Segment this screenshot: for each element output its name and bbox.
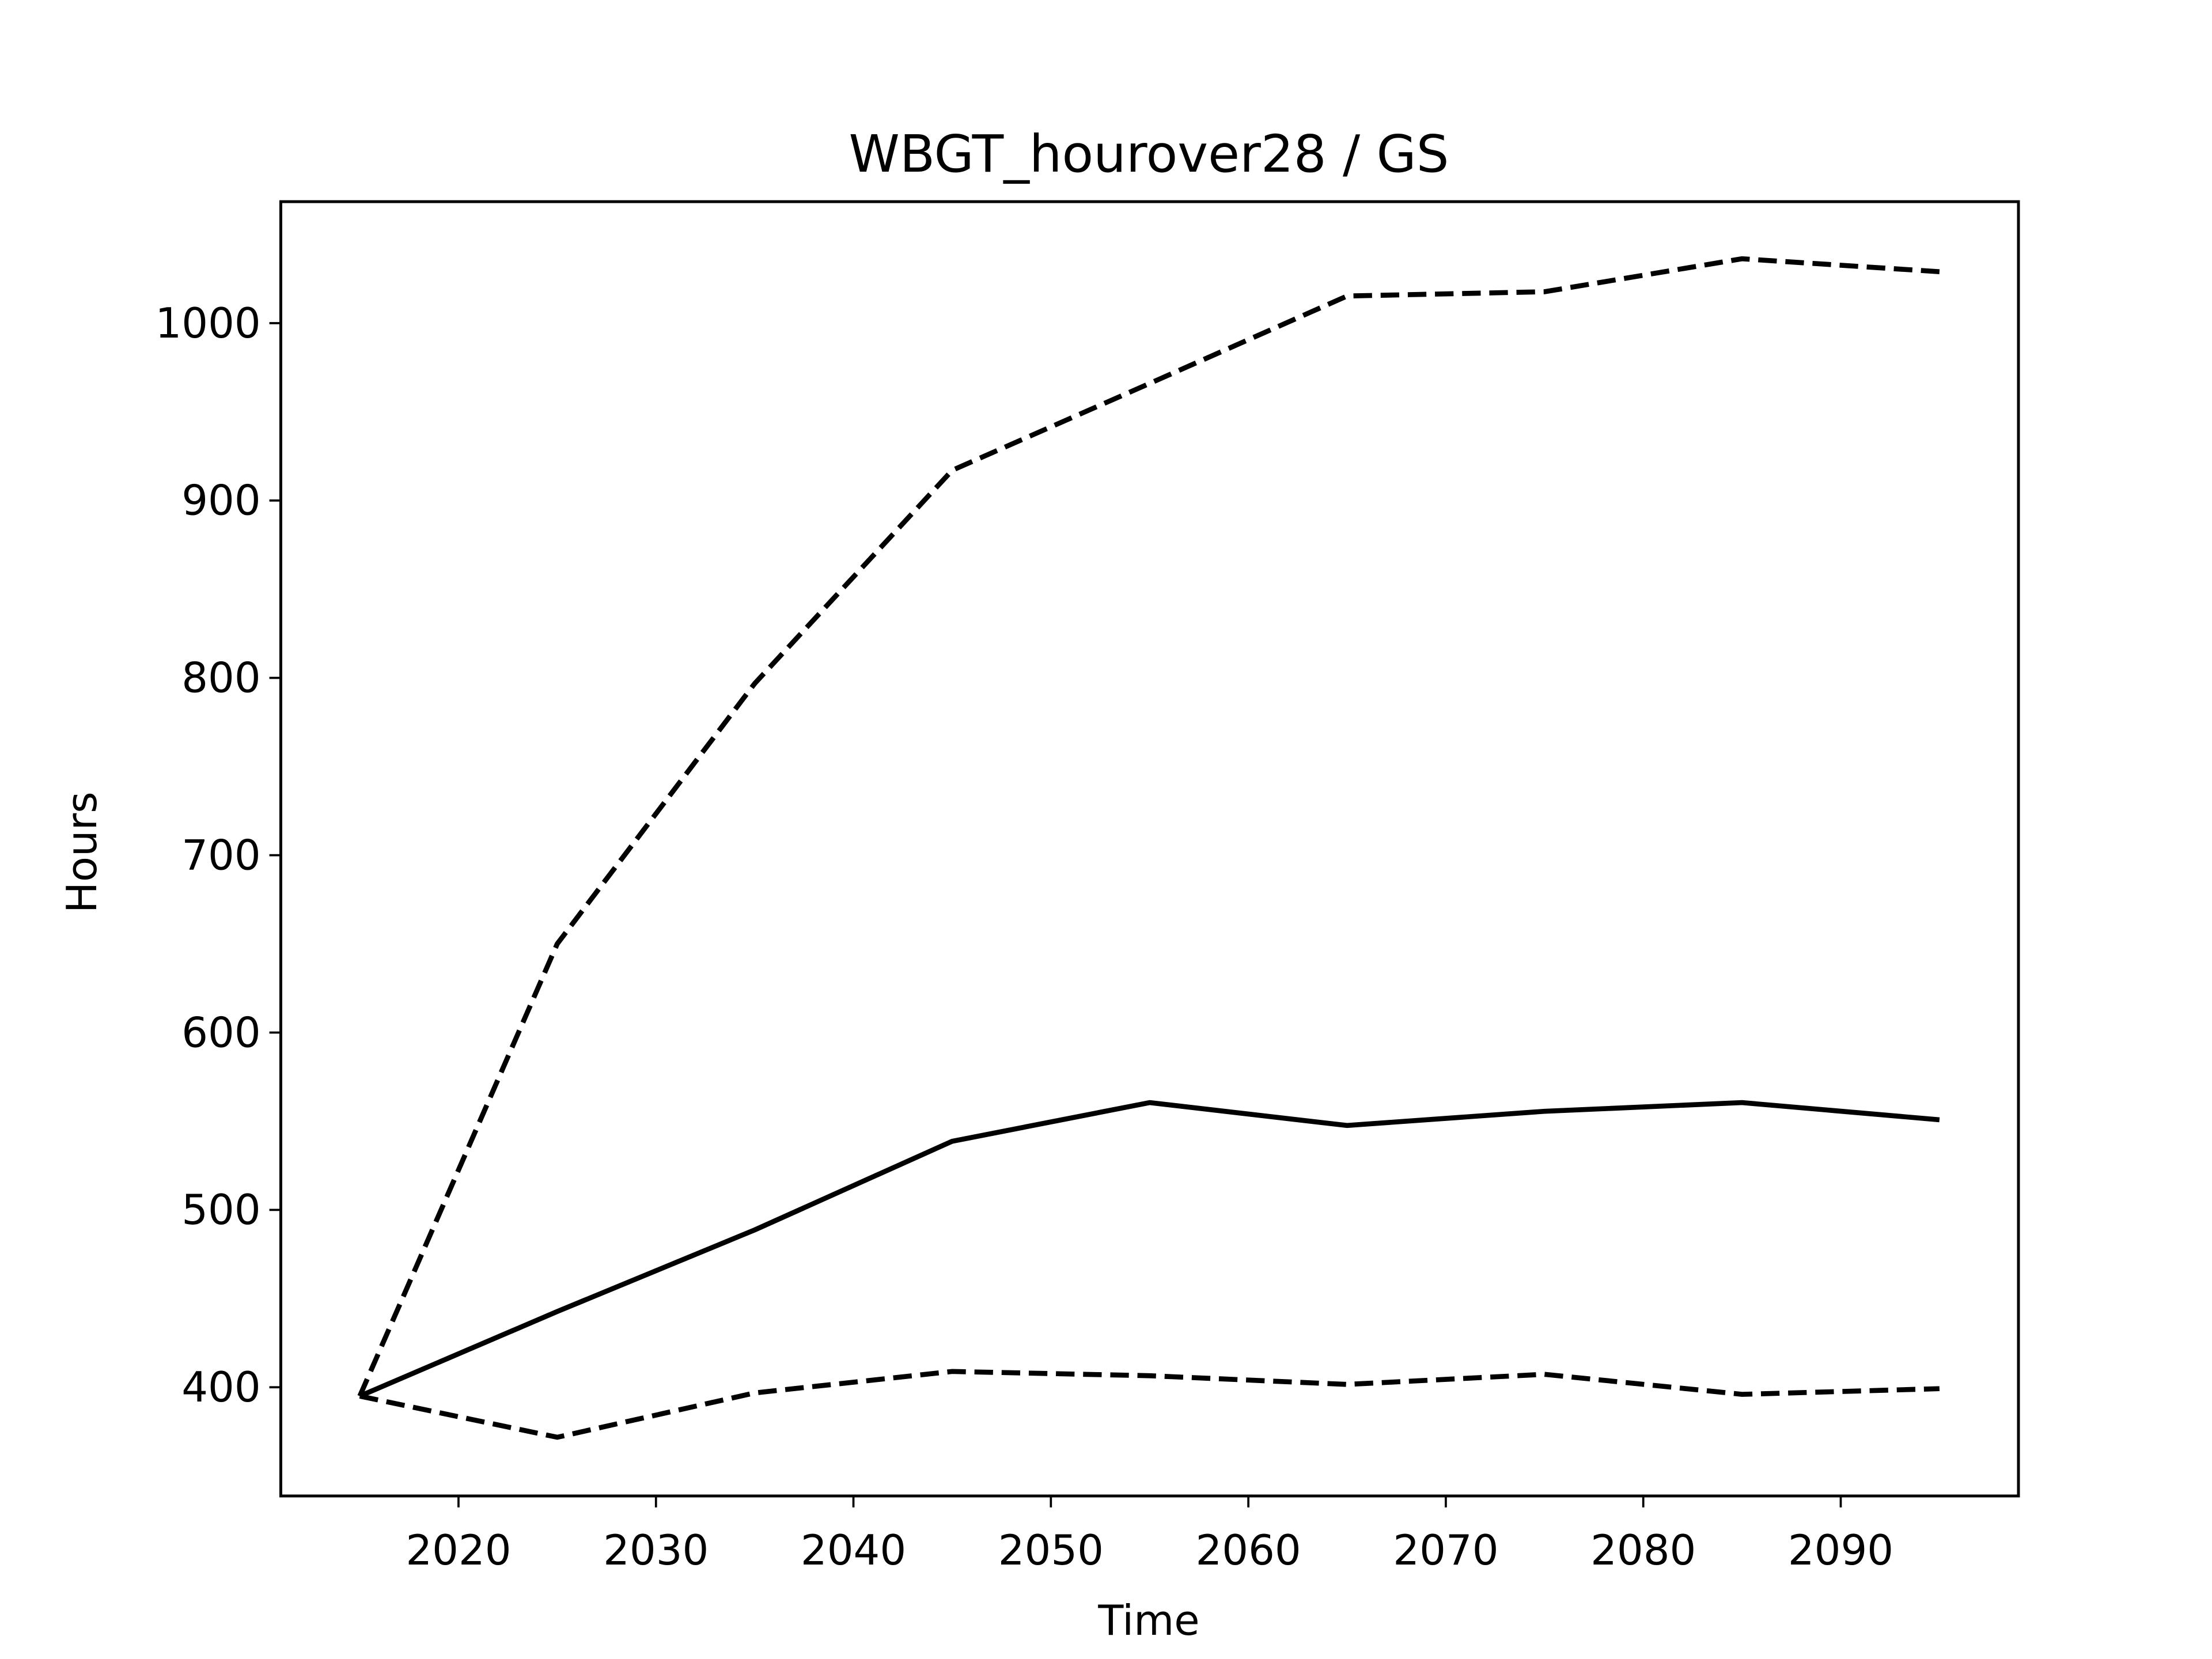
x-tick-label: 2050 [998, 1526, 1104, 1574]
series-line [359, 1369, 1940, 1440]
y-tick-label: 500 [181, 1185, 260, 1234]
x-tick-label: 2090 [1788, 1526, 1893, 1574]
series-line [358, 1100, 1940, 1399]
chart-title: WBGT_hourover28 / GS [849, 124, 1449, 184]
y-tick-label: 400 [181, 1363, 260, 1411]
x-tick-label: 2060 [1196, 1526, 1301, 1574]
x-tick-label: 2070 [1393, 1526, 1498, 1574]
y-tick-label: 600 [181, 1008, 260, 1056]
series-line [357, 256, 1940, 1397]
y-tick-label: 900 [181, 476, 260, 525]
y-tick-label: 1000 [155, 299, 260, 347]
x-tick-label: 2040 [801, 1526, 906, 1574]
x-tick-label: 2080 [1590, 1526, 1696, 1574]
y-axis-label: Hours [58, 791, 106, 913]
x-tick-label: 2020 [406, 1526, 511, 1574]
plot-frame [279, 200, 2020, 1498]
y-tick-label: 700 [181, 831, 260, 879]
x-axis-label: Time [1097, 1596, 1199, 1645]
x-tick-label: 2030 [603, 1526, 709, 1574]
y-tick-label: 800 [181, 654, 260, 702]
